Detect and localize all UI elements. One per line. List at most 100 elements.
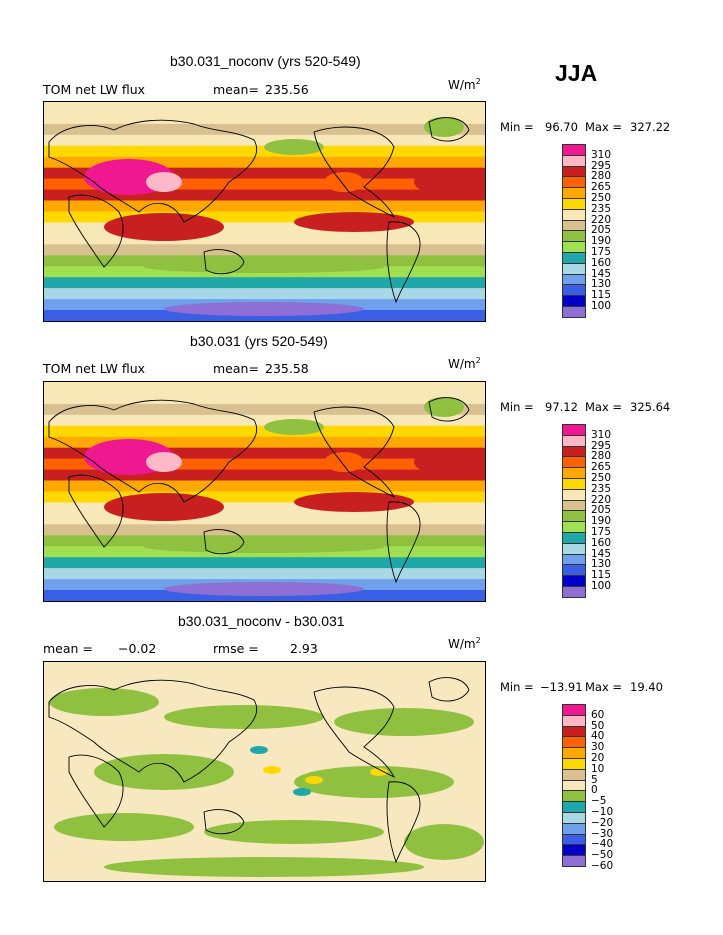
panel3-map-coastline [68,754,124,828]
panel2-colorbar-tick-label: 295 [591,439,612,452]
panel2-map-coastline [313,406,396,499]
panel1-map-band [44,200,485,212]
panel2-map-band [44,524,485,536]
panel1-colorbar-swatch [562,187,586,199]
panel3-map-field-patch [204,820,384,844]
panel1-colorbar-swatch [562,219,586,232]
panel2-colorbar-tick-label: 145 [591,547,612,560]
panel2-max-value: 325.64 [630,400,671,414]
panel3-map-svg [44,662,485,881]
panel3-colorbar-swatch [562,725,586,738]
panel1-map-svg [44,102,485,321]
panel2-colorbar-tick-label: 175 [591,526,612,538]
panel2-map-field-blob [414,448,485,476]
panel1-map-field-blob [144,261,384,273]
panel2-map-band [44,382,485,394]
panel1-map-band [44,134,485,147]
panel3-map-field-patch [94,754,234,790]
panel1-mean-value: 235.56 [265,82,309,97]
panel3-rmse-value: 2.93 [290,641,318,656]
panel2-colorbar-swatch [562,586,586,598]
panel2-colorbar-tick-label: 280 [591,450,612,463]
panel3-map-field-patch [334,708,474,736]
panel2-map-field-blob [294,492,414,512]
panel1-colorbar-tick-label: 295 [591,159,612,172]
panel1-colorbar-tick-label: 190 [591,235,612,248]
panel2-colorbar-swatch [562,478,586,490]
panel1-map-field-blob [414,168,485,196]
panel1-map-band [44,211,485,223]
panel3-colorbar-swatch [562,704,586,716]
panel1-colorbar-swatch [562,262,586,275]
panel2-map-field-blob [104,493,224,521]
panel2-mean-label: mean= [213,361,259,376]
panel3-map-coastline [313,686,396,779]
panel1-map-coastline [68,194,124,268]
panel2-colorbar-tick-label: 115 [591,569,612,582]
panel2-colorbar-swatch [562,467,586,479]
panel2-min-value: 97.12 [545,400,578,414]
panel1-map-field-blob [264,139,324,155]
panel1-colorbar-tick-label: 145 [591,267,612,280]
panel3-colorbar-swatch [562,844,586,857]
panel2-map-band [44,469,485,482]
panel3-colorbar-swatch [562,736,586,749]
panel1-unit-label: W/m2 [448,77,481,92]
panel1-map-band [44,222,485,234]
panel3-title: b30.031_noconv - b30.031 [178,613,345,629]
panel1-map-band [44,167,485,180]
panel2-colorbar-swatch [562,575,586,587]
panel2-colorbar-swatch [562,564,586,577]
panel1-map-band [44,112,485,125]
panel3-map-field-patch [54,813,194,841]
panel3-colorbar-swatch [562,822,586,835]
panel3-colorbar-swatch [562,801,586,813]
panel1-colorbar-tick-label: 130 [591,278,612,291]
panel2-map-band [44,447,485,460]
panel3-colorbar-tick-label: 5 [591,773,598,786]
panel2-map-coastline [203,529,245,555]
panel2-mean-value: 235.58 [265,361,309,376]
panel2-colorbar-swatch [562,434,586,447]
panel3-mean-value: −0.02 [118,641,157,656]
panel3-colorbar-tick-label: −5 [591,795,607,808]
panel2-title: b30.031 (yrs 520-549) [190,333,328,349]
panel1-map-field-blob [324,172,364,192]
panel1-colorbar-tick-label: 310 [591,148,612,161]
panel3-map-coastline [428,677,470,702]
panel2-map-band [44,557,485,569]
panel3-unit-label: W/m2 [448,636,481,651]
panel2-colorbar-tick-label: 235 [591,482,612,495]
season-label: JJA [555,60,598,86]
panel2-unit-label: W/m2 [448,356,481,371]
panel2-map-coastline [386,501,421,584]
panel1-colorbar-swatch [562,284,586,297]
panel3-map-field-patch [294,766,454,798]
panel3-map-field-patch [404,824,484,860]
panel2-map-coastline [68,474,124,548]
panel3-min-label: Min = [500,680,534,694]
panel3-colorbar-swatch [562,714,586,727]
panel3-colorbar-tick-label: 10 [591,762,605,775]
panel3-map-coastline [203,809,245,835]
panel2-map-band [44,502,485,514]
panel1-min-label: Min = [500,120,534,134]
panel2-colorbar-tick-label: 160 [591,536,612,549]
panel1-colorbar-tick-label: 160 [591,256,612,269]
panel1-title: b30.031_noconv (yrs 520-549) [170,53,361,69]
panel3-map-field-spot [263,766,281,774]
panel3-map [43,661,486,882]
panel3-colorbar-tick-label: 60 [591,708,605,721]
panel1-map-field-blob [294,212,414,232]
panel3-colorbar-swatch [562,790,586,803]
panel2-colorbar-tick-label: 220 [591,493,612,506]
panel2-min-label: Min = [500,400,534,414]
panel1-map-coastline [48,119,257,223]
panel1-colorbar-tick-label: 115 [591,289,612,302]
panel2-variable-label: TOM net LW flux [43,361,146,376]
panel1-colorbar-tick-label: 205 [591,224,612,237]
panel1-map-band [44,178,485,191]
panel1-colorbar-tick-label: 100 [591,300,612,312]
panel1-map-field-blob [164,302,364,316]
panel2-colorbar-swatch [562,424,586,436]
